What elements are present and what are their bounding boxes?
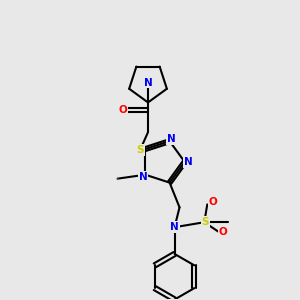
Text: N: N xyxy=(167,134,176,144)
Text: O: O xyxy=(209,197,218,207)
Text: N: N xyxy=(170,222,179,232)
Text: O: O xyxy=(119,105,128,116)
Text: O: O xyxy=(219,227,227,237)
Text: N: N xyxy=(144,78,152,88)
Text: N: N xyxy=(139,172,148,182)
Text: S: S xyxy=(202,217,209,227)
Text: N: N xyxy=(184,157,193,167)
Text: S: S xyxy=(136,145,144,155)
Text: methyl: methyl xyxy=(115,177,119,179)
